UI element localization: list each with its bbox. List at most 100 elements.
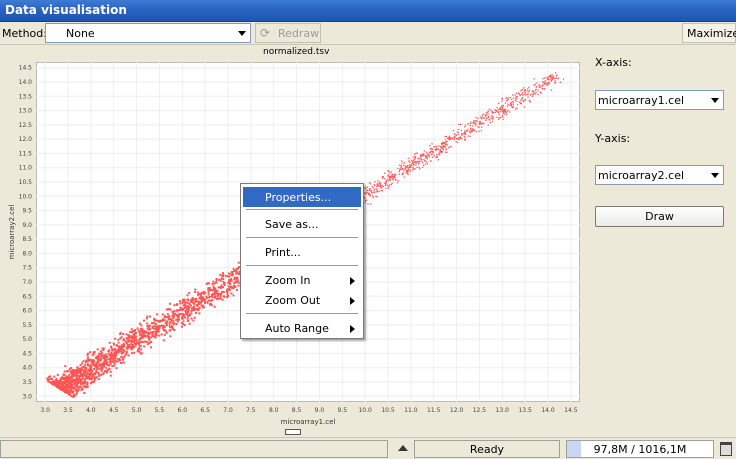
scatter-point [232, 294, 235, 297]
scatter-point [490, 117, 492, 119]
scatter-point [543, 82, 545, 84]
scatter-point [453, 136, 456, 138]
scatter-point [118, 359, 121, 362]
scatter-point [121, 356, 124, 359]
scatter-point [156, 313, 159, 316]
scatter-point [443, 142, 446, 145]
scatter-point [393, 175, 396, 177]
scatter-point [457, 137, 460, 139]
x-tick-label: 5.5 [155, 407, 165, 414]
scatter-point [484, 114, 486, 116]
scatter-point [233, 278, 236, 281]
scatter-point [76, 366, 79, 369]
scatter-point [69, 378, 72, 381]
scatter-point [104, 353, 107, 356]
scatter-point [408, 161, 410, 163]
chevron-down-icon[interactable] [707, 91, 723, 109]
scatter-point [185, 301, 188, 304]
scatter-point [550, 89, 552, 91]
scatter-point [510, 101, 512, 103]
scatter-point [387, 170, 390, 172]
scatter-point [447, 137, 450, 139]
scatter-point [176, 310, 179, 313]
scatter-point [497, 118, 500, 120]
scatter-point [505, 111, 507, 113]
draw-button[interactable]: Draw [595, 206, 724, 227]
scatter-point [505, 113, 507, 115]
scatter-point [491, 111, 493, 114]
scatter-point [549, 74, 552, 77]
scatter-point [436, 153, 438, 156]
scatter-point [105, 366, 108, 369]
expand-up-icon[interactable] [396, 441, 410, 455]
scatter-point [384, 184, 387, 187]
scatter-point [228, 282, 231, 285]
scatter-point [176, 313, 179, 316]
scatter-point [466, 130, 468, 132]
scatter-point [179, 302, 182, 305]
scatter-point [222, 278, 225, 281]
scatter-point [413, 158, 416, 160]
scatter-point [47, 376, 50, 379]
scatter-point [156, 327, 159, 330]
trash-icon[interactable] [720, 442, 732, 456]
scatter-point [486, 111, 489, 113]
menu-item-zoom-in[interactable]: Zoom In [243, 270, 361, 290]
scatter-point [207, 287, 210, 290]
scatter-point [555, 81, 557, 84]
scatter-point [216, 290, 219, 293]
scatter-point [76, 390, 79, 393]
scatter-point [369, 195, 371, 197]
scatter-point [154, 336, 157, 339]
scatter-point [120, 348, 123, 351]
scatter-point [75, 383, 78, 386]
y-tick-label: 11.5 [19, 150, 33, 157]
scatter-point [56, 373, 59, 376]
menu-item-print[interactable]: Print... [243, 242, 361, 262]
scatter-point [114, 348, 117, 351]
scatter-point [140, 324, 143, 327]
menu-item-zoom-out[interactable]: Zoom Out [243, 290, 361, 310]
scatter-point [120, 344, 123, 347]
scatter-point [184, 309, 187, 312]
scatter-point [391, 174, 393, 176]
method-select[interactable]: None [45, 23, 251, 43]
scatter-point [61, 376, 64, 379]
menu-item-properties[interactable]: Properties... [243, 187, 361, 207]
scatter-point [194, 300, 197, 303]
chevron-down-icon[interactable] [234, 24, 250, 42]
scatter-point [96, 368, 99, 371]
menu-item-auto-range[interactable]: Auto Range [243, 318, 361, 338]
status-text: Ready [469, 443, 505, 456]
scatter-point [226, 294, 229, 297]
scatter-point [446, 140, 448, 142]
scatter-point [422, 153, 424, 155]
maximize-button[interactable]: Maximize [682, 23, 736, 43]
scatter-point [552, 75, 554, 77]
scatter-point [143, 332, 146, 335]
scatter-point [113, 356, 116, 359]
y-axis-select[interactable]: microarray2.cel [595, 165, 724, 185]
y-tick-label: 4.5 [22, 350, 32, 357]
scatter-point [448, 138, 450, 141]
scatter-point [445, 149, 447, 151]
redraw-button[interactable]: ⟳ Redraw [255, 23, 321, 43]
redraw-icon: ⟳ [260, 26, 271, 40]
scatter-point [183, 324, 186, 327]
scatter-point [519, 94, 522, 97]
scatter-point [181, 308, 184, 311]
x-axis-select[interactable]: microarray1.cel [595, 90, 724, 110]
chevron-down-icon[interactable] [707, 166, 723, 184]
scatter-point [469, 132, 472, 134]
resize-handle[interactable] [285, 429, 301, 435]
scatter-point [193, 305, 196, 308]
scatter-point [112, 359, 115, 362]
memory-indicator[interactable]: 97,8M / 1016,1M [566, 440, 714, 458]
scatter-point [178, 309, 181, 312]
scatter-point [230, 277, 233, 280]
scatter-point [556, 74, 558, 76]
menu-item-save-as[interactable]: Save as... [243, 214, 361, 234]
scatter-point [414, 168, 416, 170]
scatter-point [211, 283, 214, 286]
scatter-point [441, 147, 443, 149]
